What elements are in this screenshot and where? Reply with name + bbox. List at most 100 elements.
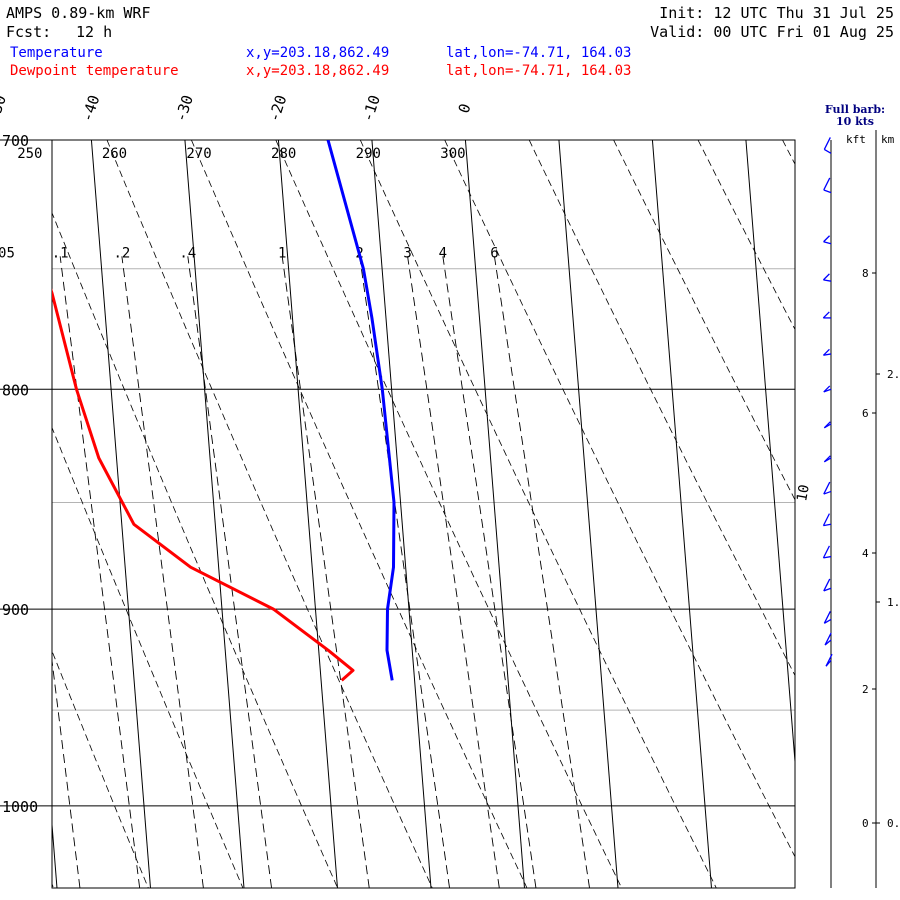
legend-temperature-coords: x,y=203.18,862.49 (246, 45, 390, 61)
isotherm-line (745, 140, 795, 768)
mixing-ratio-line (281, 256, 370, 888)
wind-barb-shaft (823, 587, 832, 592)
mixing-ratio-label: 1 (278, 245, 286, 261)
adiabat-label: 260 (102, 146, 127, 162)
wind-barb (823, 177, 832, 194)
isotherm-line (277, 140, 338, 888)
dry-adiabat-line (52, 211, 338, 888)
wind-barb-shaft (823, 523, 832, 527)
wind-barb (823, 421, 832, 429)
wind-barb (825, 653, 833, 667)
dry-adiabat-line (106, 140, 433, 888)
wind-barb-flag (823, 578, 831, 592)
wind-barb (824, 632, 832, 646)
valid-time: Valid: 00 UTC Fri 01 Aug 25 (650, 23, 894, 41)
kft-label: kft (846, 133, 866, 146)
dry-adiabat-line (444, 140, 795, 858)
temperature-tick-label: -50 (0, 93, 10, 124)
kft-tick-label: 8 (862, 267, 869, 280)
adiabat-label: 280 (271, 146, 296, 162)
wind-barb-flag (822, 273, 830, 281)
barb-speed-label: 10 (794, 483, 813, 502)
wind-barb-flag (823, 611, 831, 624)
wind-barb (823, 385, 832, 393)
wind-barb-flag (822, 348, 830, 356)
dry-adiabat-line (613, 140, 795, 501)
wind-barb (823, 235, 832, 245)
kft-tick-label: 2 (862, 683, 869, 696)
wind-barb-flag (823, 177, 831, 191)
temperature-line (326, 140, 396, 681)
temperature-tick-label: 0 (455, 101, 475, 115)
wind-barb (822, 348, 832, 356)
model-title: AMPS 0.89-km WRF (6, 4, 151, 22)
wind-barb-flag (823, 385, 831, 393)
wind-barb-shaft (823, 490, 832, 495)
mixing-ratio-line (407, 256, 500, 888)
pressure-tick-label: 1000 (2, 798, 38, 816)
isotherm-line (184, 140, 245, 888)
mixing-ratio-label: .2 (113, 245, 130, 261)
pressure-tick-label: 700 (2, 132, 29, 150)
temperature-tick-label: -40 (78, 93, 103, 124)
mixing-ratio-label: .4 (179, 245, 196, 261)
kft-tick-label: 4 (862, 547, 869, 560)
dry-adiabat-line (191, 140, 528, 888)
wind-barb-flag (822, 545, 830, 559)
km-tick-label: 2. (887, 368, 900, 381)
init-time: Init: 12 UTC Thu 31 Jul 25 (659, 4, 894, 22)
isotherm-line (90, 140, 151, 888)
barb-scale-subtitle: 10 kts (836, 115, 874, 128)
dry-adiabat-line (359, 140, 717, 888)
dry-adiabat-line (528, 140, 795, 677)
dry-adiabat-line (697, 140, 795, 331)
legend-temperature-latlon: lat,lon=-74.71, 164.03 (446, 45, 632, 61)
wind-barb (822, 311, 831, 319)
isotherm-line (464, 140, 525, 888)
legend-temperature-name: Temperature (10, 45, 103, 61)
chart-grid (52, 140, 898, 888)
wind-barb (822, 513, 832, 527)
mixing-ratio-line (121, 256, 204, 888)
wind-barb-shaft (823, 353, 832, 356)
wind-barb-flag (825, 653, 833, 667)
wind-barb (822, 273, 832, 282)
isotherm-line (558, 140, 619, 888)
chart-axis-labels: 7008009001000-70-60-50-40-30-20-10022023… (0, 93, 796, 889)
mixing-ratio-line (442, 256, 537, 888)
pressure-tick-label: 900 (2, 601, 29, 619)
mixing-ratio-label: .05 (0, 245, 15, 261)
isotherm-line (371, 140, 432, 888)
adiabat-label: 270 (186, 146, 211, 162)
mixing-ratio-line (52, 657, 81, 888)
mixing-ratio-line (359, 256, 450, 888)
wind-panel: Full barb:10 kts kft km 8 6 4 2 0 2. 1. 0. 10 (794, 103, 900, 888)
mixing-ratio-label: .1 (52, 245, 69, 261)
wind-barb-flag (823, 421, 831, 429)
chart-series (52, 140, 396, 682)
wind-barb-flag (822, 311, 830, 319)
wind-barb (823, 137, 832, 154)
temperature-tick-label: -10 (358, 93, 383, 124)
wind-barb-flag (824, 632, 832, 646)
mixing-ratio-label: 6 (490, 245, 498, 261)
mixing-ratio-line (59, 256, 141, 888)
dewpoint-line (52, 288, 355, 682)
adiabat-label: 250 (17, 146, 42, 162)
adiabat-label: 300 (440, 146, 465, 162)
dry-adiabat-line (275, 140, 623, 888)
dry-adiabat-line (782, 140, 795, 166)
isotherm-line (839, 140, 898, 888)
mixing-ratio-line (493, 256, 590, 888)
isotherm-line (651, 140, 712, 888)
adiabat-label: 290 (356, 146, 381, 162)
wind-barb-flag (823, 455, 831, 463)
km-tick-label: 0. (887, 817, 900, 830)
legend-dewpoint-name: Dewpoint temperature (10, 63, 179, 79)
wind-barb-shaft (824, 618, 832, 624)
forecast-hours: 12 h (76, 23, 113, 41)
mixing-ratio-line (187, 256, 273, 888)
wind-barb-flag (823, 137, 831, 150)
legend-dewpoint-coords: x,y=203.18,862.49 (246, 63, 390, 79)
